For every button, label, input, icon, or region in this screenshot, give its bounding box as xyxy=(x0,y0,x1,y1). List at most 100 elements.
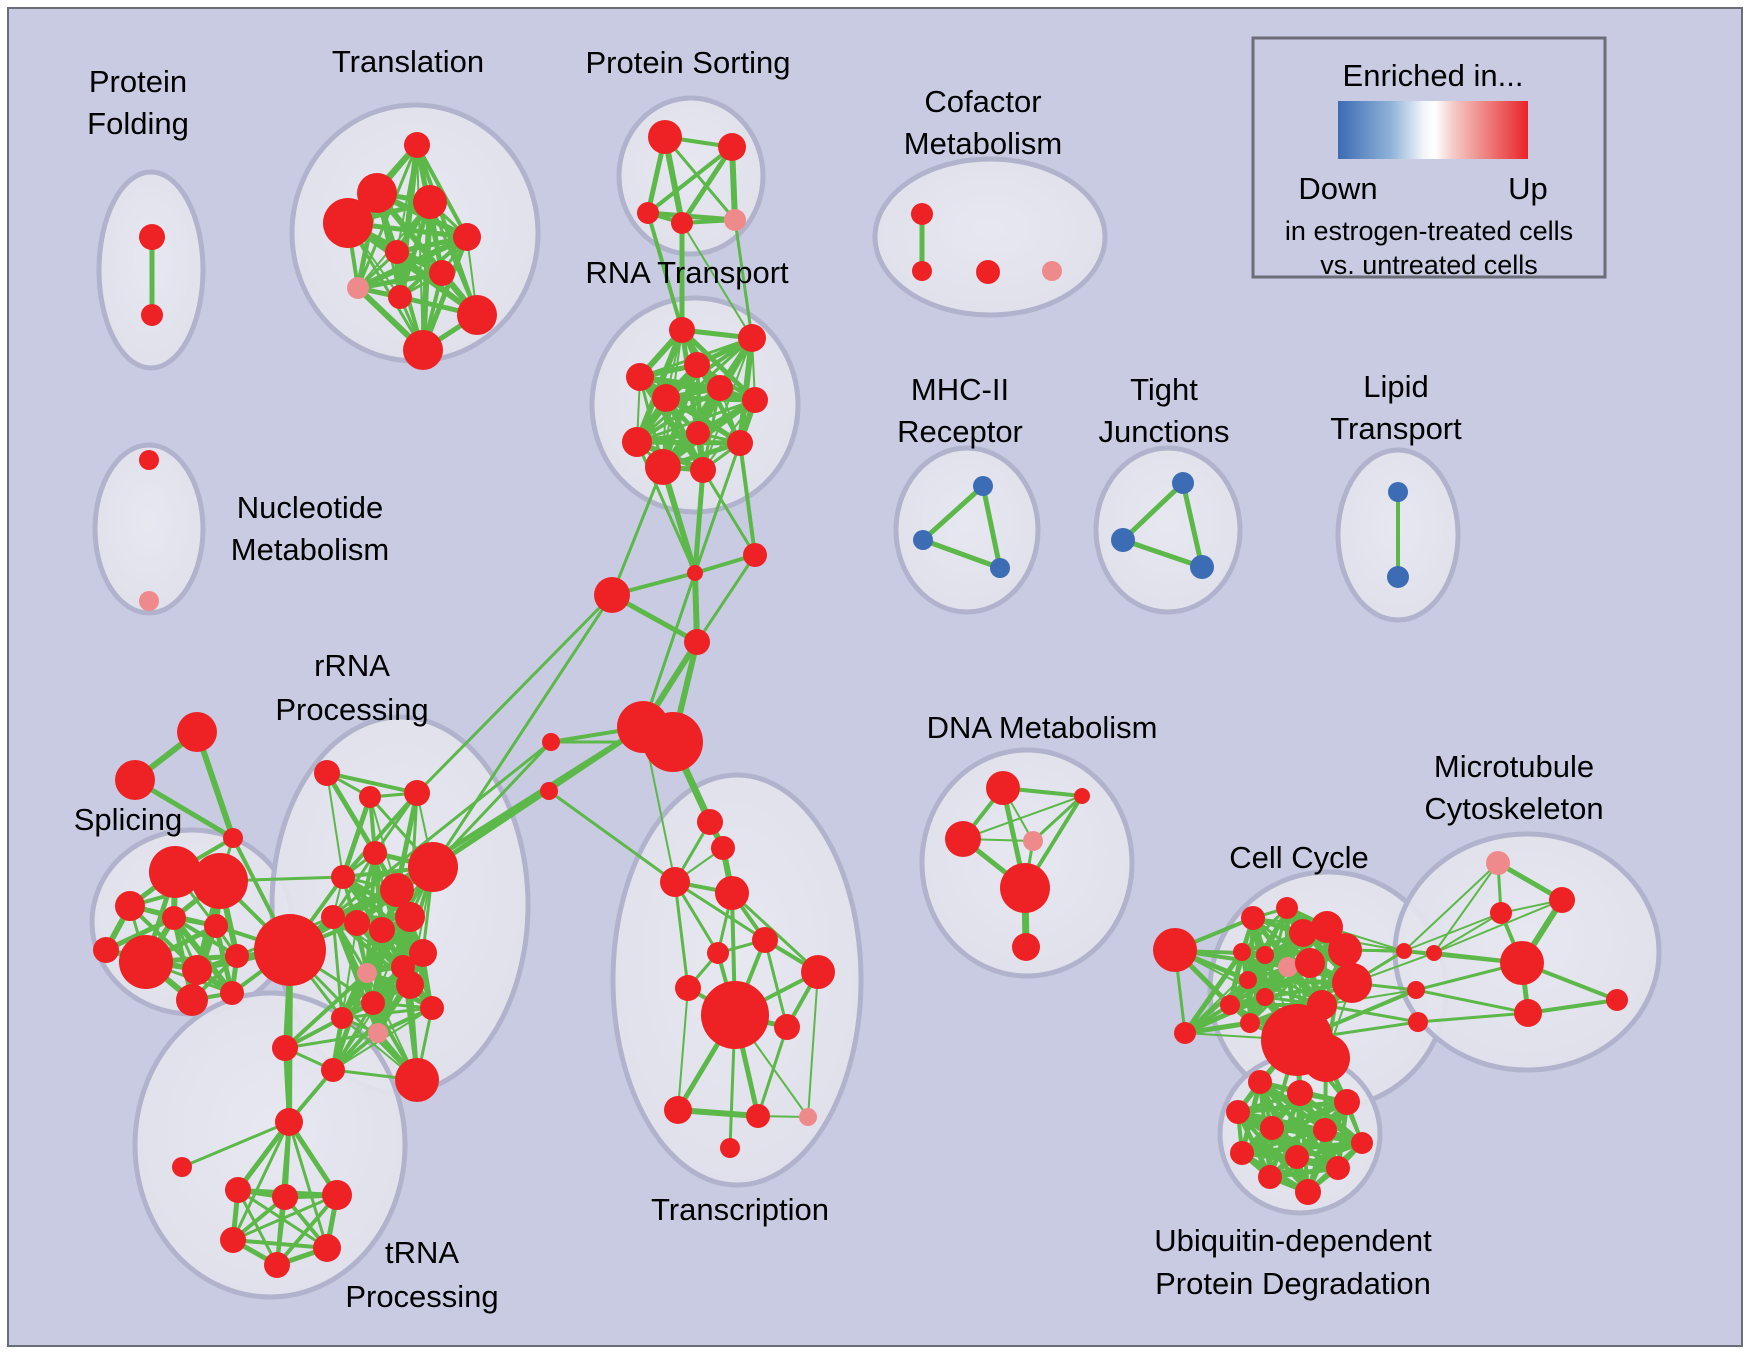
network-node xyxy=(408,842,458,892)
network-edge xyxy=(324,770,378,856)
network-edge xyxy=(637,374,758,403)
network-edge xyxy=(355,270,445,291)
legend-title: Enriched in... xyxy=(1343,58,1524,93)
network-edge xyxy=(693,441,742,575)
network-edge xyxy=(325,771,419,795)
network-node xyxy=(1326,1156,1350,1180)
network-node xyxy=(707,942,729,964)
network-node xyxy=(711,836,735,860)
network-edge xyxy=(235,1119,292,1193)
network-node xyxy=(913,530,933,550)
network-node xyxy=(192,853,248,909)
network-node xyxy=(380,873,414,907)
network-node xyxy=(368,1023,388,1043)
network-edge xyxy=(283,971,369,1050)
cluster-label-rr: Processing xyxy=(275,692,428,727)
network-node xyxy=(331,1007,353,1029)
network-node xyxy=(119,935,173,989)
network-node xyxy=(1233,943,1251,961)
network-edge xyxy=(702,337,753,471)
network-node xyxy=(1486,851,1510,875)
network-node xyxy=(1302,1034,1350,1082)
network-node xyxy=(801,955,835,989)
network-edge xyxy=(673,880,767,942)
network-node xyxy=(321,905,345,929)
network-edge xyxy=(756,1025,789,1118)
network-node xyxy=(540,782,558,800)
labels-and-legend: Protein Folding Translation Protein Sorting… xyxy=(74,36,1607,1314)
network-node xyxy=(272,1035,298,1061)
network-edge xyxy=(738,441,757,557)
network-node xyxy=(686,421,710,445)
network-edge xyxy=(962,795,1083,840)
network-node xyxy=(275,1108,303,1136)
network-edge xyxy=(1120,537,1205,570)
network-edge xyxy=(1433,912,1502,954)
network-node xyxy=(223,828,243,848)
cluster-label-rr: rRNA xyxy=(314,648,390,683)
network-edge xyxy=(1031,794,1084,843)
network-edge xyxy=(356,143,419,290)
network-nodes xyxy=(93,120,1628,1278)
network-edge xyxy=(1228,931,1305,1007)
network-node xyxy=(707,375,733,401)
network-edge xyxy=(231,1120,291,1242)
network-edge xyxy=(920,483,986,543)
network-edge xyxy=(807,971,819,1118)
network-node xyxy=(1240,1013,1260,1033)
network-node xyxy=(1514,999,1542,1027)
network-edge xyxy=(634,439,743,446)
network-node xyxy=(313,1234,341,1262)
network-edge xyxy=(701,468,757,557)
cluster-label-tr: Translation xyxy=(332,44,484,79)
network-node xyxy=(115,891,145,921)
network-node xyxy=(420,996,444,1020)
network-node xyxy=(637,202,659,224)
network-node xyxy=(684,352,710,378)
network-node xyxy=(264,1252,290,1278)
network-node xyxy=(1332,963,1372,1003)
network-node xyxy=(652,384,680,412)
network-edge xyxy=(646,145,734,215)
network-node xyxy=(323,198,373,248)
network-node xyxy=(990,558,1010,578)
network-node xyxy=(1012,933,1040,961)
network-node xyxy=(321,1058,345,1082)
network-node xyxy=(347,277,369,299)
legend-subtitle: vs. untreated cells xyxy=(1320,250,1538,280)
network-node xyxy=(671,212,693,234)
network-edge xyxy=(275,1193,339,1267)
network-edge xyxy=(702,399,756,471)
network-edge xyxy=(326,772,344,878)
network-node xyxy=(182,955,212,985)
network-node xyxy=(322,1180,352,1210)
network-edge xyxy=(692,467,706,576)
cluster-label-pf: Folding xyxy=(87,106,189,141)
network-node xyxy=(660,867,690,897)
network-node xyxy=(626,363,654,391)
network-node xyxy=(645,449,681,485)
network-edge xyxy=(701,386,722,472)
network-node xyxy=(774,1014,800,1040)
network-node xyxy=(162,906,186,930)
network-node xyxy=(176,984,208,1016)
network-edge xyxy=(1235,1099,1350,1115)
network-node xyxy=(718,133,746,161)
network-node xyxy=(743,543,767,567)
cluster-bubble-ps xyxy=(616,95,766,257)
network-node xyxy=(139,224,165,250)
network-edge xyxy=(1240,1128,1327,1155)
network-edge xyxy=(1182,949,1245,1036)
network-node xyxy=(1174,1022,1196,1044)
network-node xyxy=(1023,831,1043,851)
network-node xyxy=(272,1184,298,1210)
network-node xyxy=(742,387,768,413)
network-node xyxy=(395,902,425,932)
network-edge xyxy=(1526,998,1619,1015)
network-node xyxy=(1278,957,1298,977)
cluster-label-nm: Metabolism xyxy=(231,532,390,567)
network-node xyxy=(1226,1100,1250,1124)
network-node xyxy=(1190,555,1214,579)
network-node xyxy=(457,295,497,335)
network-node xyxy=(93,937,119,963)
